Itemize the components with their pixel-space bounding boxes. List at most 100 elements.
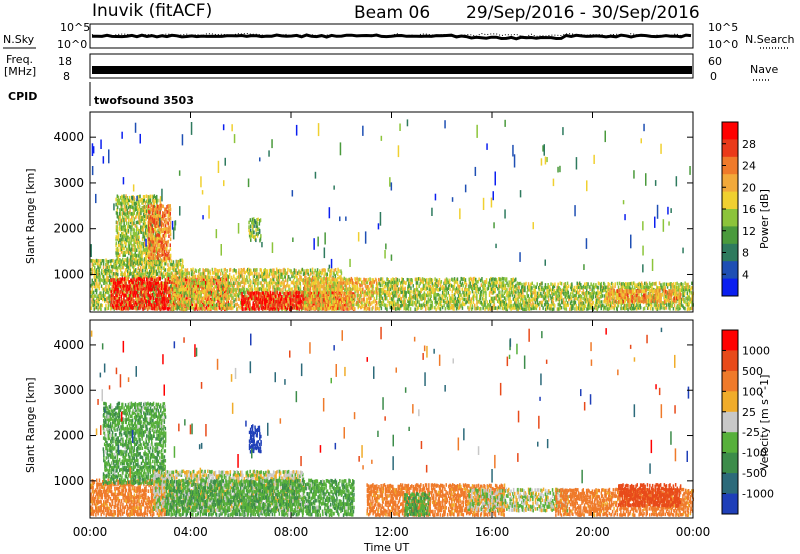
heat-cell [170,284,173,288]
heat-cell [227,283,229,288]
heat-cell [302,281,305,285]
heat-cell [205,268,207,272]
heat-cell [148,272,150,276]
heat-cell [242,307,244,311]
heat-cell [173,306,175,311]
heat-cell [317,277,319,281]
heat-cell [113,262,115,267]
heat-cell [220,287,223,291]
heat-cell [248,275,250,279]
heat-cell [212,306,215,310]
heat-cell [217,280,219,285]
heat-cell [354,294,356,298]
heat-cell [335,296,338,301]
heat-cell [183,281,185,286]
heat-cell [308,281,310,285]
heat-cell [333,268,335,273]
heat-cell [150,215,152,219]
heat-cell [106,278,108,282]
heat-cell [278,272,280,276]
heat-cell [315,270,318,275]
heat-cell [208,281,210,285]
heat-cell [255,224,257,228]
heat-cell [303,294,306,298]
heat-cell [270,303,272,308]
heat-cell [223,290,226,295]
heat-cell [136,302,138,307]
heat-cell [307,297,309,302]
heat-cell [144,268,146,272]
heat-cell [121,277,124,281]
heat-cell [293,298,296,302]
heat-cell [301,294,304,298]
heat-cell [130,225,132,229]
heat-cell [137,230,140,235]
heat-cell [180,269,183,274]
heat-cell [257,287,259,292]
heat-cell [247,267,250,272]
heat-cell [117,272,119,277]
heat-cell [165,297,168,301]
heat-cell [285,298,288,302]
heat-cell [260,292,262,296]
heat-cell [129,265,131,270]
heat-cell [212,277,214,282]
heat-cell [264,298,266,302]
heat-cell [163,242,166,247]
heat-cell [195,289,197,294]
heat-cell [118,300,120,304]
heat-cell [325,272,327,277]
heat-cell [135,290,138,295]
heat-cell [227,306,230,310]
heat-cell [280,300,283,304]
heat-cell [115,258,118,263]
heat-cell [365,307,367,312]
heat-cell [299,284,302,289]
heat-cell [131,251,133,255]
heat-cell [173,283,175,288]
heat-cell [291,280,294,285]
heat-cell [319,287,322,291]
heat-cell [141,272,143,277]
heat-cell [295,284,298,289]
heat-cell [356,276,358,281]
heat-cell [315,297,318,302]
heat-cell [376,283,379,287]
heat-cell [162,297,165,301]
heat-cell [316,276,318,281]
heat-cell [119,284,122,289]
heat-cell [110,262,112,266]
heat-cell [169,280,171,284]
heat-cell [188,271,191,276]
heat-cell [206,268,208,272]
heat-cell [234,293,236,298]
heat-cell [340,281,342,286]
heat-cell [144,224,147,228]
heat-cell [106,290,108,295]
heat-cell [177,269,180,273]
heat-cell [368,293,371,297]
heat-cell [213,280,216,284]
heat-cell [143,234,146,239]
heat-cell [121,307,124,311]
heat-cell [154,212,157,216]
heat-cell [306,306,308,310]
heat-cell [127,215,129,220]
heat-cell [124,272,126,276]
heat-cell [325,291,327,296]
heat-cell [139,286,141,290]
heat-cell [118,296,121,301]
heat-cell [128,244,131,248]
heat-cell [164,272,167,276]
heat-cell [345,287,347,291]
heat-cell [118,240,120,244]
heat-cell [259,303,262,308]
heat-cell [91,282,93,286]
heat-cell [208,300,210,305]
heat-cell [272,277,275,282]
heat-cell [292,300,294,304]
heat-cell [256,281,258,286]
heat-cell [291,293,293,298]
heat-cell [152,246,155,251]
heat-cell [257,278,260,282]
